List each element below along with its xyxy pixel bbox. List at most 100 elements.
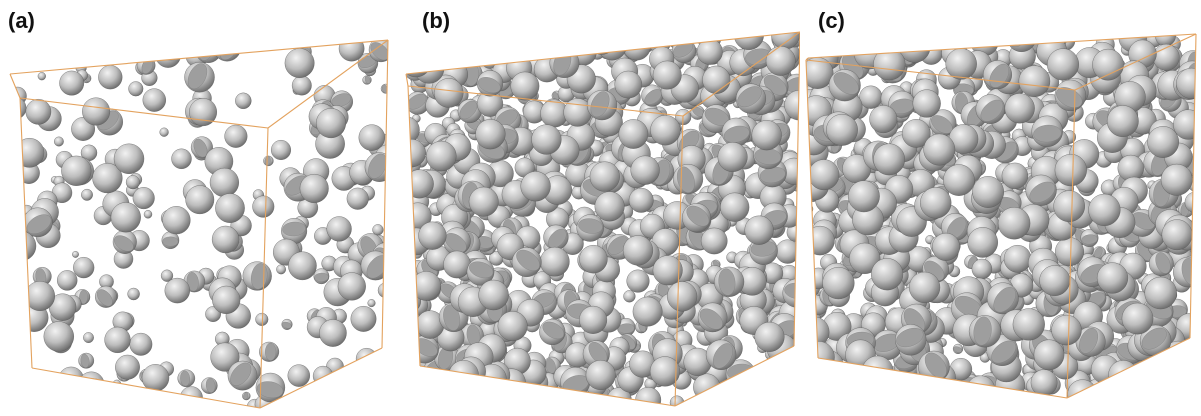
particle xyxy=(1160,163,1193,196)
particle xyxy=(433,78,464,108)
box-edge xyxy=(674,115,684,407)
box-edge xyxy=(674,345,795,407)
box-edge xyxy=(31,367,261,409)
particle-cut-face xyxy=(866,34,890,49)
particle-cut-face xyxy=(718,268,736,296)
particle xyxy=(211,225,240,254)
particle-cut-face xyxy=(527,32,552,47)
particle xyxy=(288,251,317,281)
box-edge xyxy=(9,39,389,75)
particle xyxy=(350,306,377,332)
particle xyxy=(271,140,291,160)
particle xyxy=(869,105,898,134)
particle xyxy=(783,377,800,396)
particle xyxy=(844,382,873,398)
particle xyxy=(909,381,927,398)
particle xyxy=(426,44,448,66)
particle xyxy=(37,72,46,81)
particle xyxy=(524,32,553,50)
particle xyxy=(497,311,528,342)
particle xyxy=(587,32,617,55)
particle xyxy=(653,32,669,47)
particle xyxy=(1012,308,1045,341)
particle xyxy=(856,385,876,398)
particle-cut-face xyxy=(1029,181,1056,203)
particle xyxy=(81,188,93,201)
particle-cut-face xyxy=(1159,378,1172,395)
particle-cut-face xyxy=(792,347,800,375)
particle-cut-face xyxy=(548,229,567,249)
box-edge xyxy=(259,127,269,409)
particle xyxy=(825,369,856,398)
particle xyxy=(777,370,798,390)
particle xyxy=(127,287,140,301)
particle xyxy=(829,34,852,56)
particle-cut-face xyxy=(810,390,833,398)
particle xyxy=(482,377,510,405)
particle xyxy=(632,296,663,327)
particle xyxy=(110,202,141,233)
particle xyxy=(913,379,945,398)
particle xyxy=(754,321,785,352)
particle xyxy=(33,40,61,62)
particle xyxy=(409,45,438,74)
particle-volume-b xyxy=(405,31,800,407)
particle xyxy=(319,319,347,347)
particle-cut-face xyxy=(737,86,762,108)
particle-cut-face xyxy=(806,371,831,392)
particle-cut-face xyxy=(518,395,539,406)
spheres-group xyxy=(406,32,800,406)
particle xyxy=(1176,67,1196,99)
particle xyxy=(934,384,948,398)
particle xyxy=(372,224,384,236)
particle xyxy=(14,138,45,168)
particle-cut-face xyxy=(896,328,924,348)
box-edge xyxy=(405,31,800,75)
particle-cut-face xyxy=(1181,382,1196,396)
particle xyxy=(1092,385,1112,398)
particle xyxy=(763,386,783,406)
particle xyxy=(505,52,516,62)
particle xyxy=(418,385,438,405)
particle xyxy=(113,143,145,174)
particle xyxy=(224,124,248,148)
particle xyxy=(159,127,169,137)
box-edge xyxy=(793,31,800,347)
particle xyxy=(407,366,437,395)
particle xyxy=(10,97,27,120)
particle xyxy=(717,142,748,172)
particle xyxy=(777,366,794,384)
particle-cut-face xyxy=(205,378,216,393)
particle-cut-face xyxy=(368,153,387,179)
box-edge xyxy=(807,33,1197,59)
particle-volume-c xyxy=(805,33,1197,399)
particle xyxy=(859,85,883,109)
particle xyxy=(426,140,457,172)
particle xyxy=(434,33,460,58)
box-edge xyxy=(407,85,684,117)
particle-cut-face xyxy=(1118,373,1136,385)
particle xyxy=(1004,93,1035,124)
particle-cut-face xyxy=(437,373,454,399)
particle xyxy=(475,119,506,150)
particle xyxy=(622,32,651,61)
particle xyxy=(516,32,543,49)
particle-cut-face xyxy=(991,340,1017,364)
particle-cut-face xyxy=(265,342,277,361)
particle xyxy=(806,225,835,256)
particle-cut-face xyxy=(10,338,23,357)
particle-cut-face xyxy=(924,352,947,378)
particle xyxy=(163,40,188,54)
particle xyxy=(122,46,136,60)
particle xyxy=(1166,355,1194,384)
particle-cut-face xyxy=(459,100,478,120)
particle-cut-face xyxy=(751,372,769,392)
particle xyxy=(164,277,190,304)
particle xyxy=(776,378,800,406)
particle xyxy=(912,89,941,118)
particle-cut-face xyxy=(162,236,179,247)
particle xyxy=(751,120,782,151)
particle-cut-face xyxy=(114,235,134,252)
spheres-group xyxy=(10,40,388,408)
particle xyxy=(806,387,819,398)
